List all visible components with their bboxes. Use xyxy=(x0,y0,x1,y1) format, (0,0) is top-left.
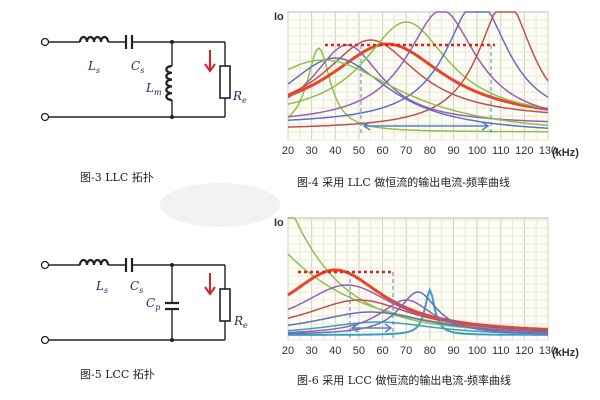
curve xyxy=(287,42,549,111)
curve xyxy=(287,44,549,123)
curve xyxy=(287,11,549,118)
x-tick-label: 30 xyxy=(306,145,318,157)
component-label: Lm xyxy=(145,81,162,97)
x-tick-label: 120 xyxy=(515,145,533,157)
x-tick-label: 110 xyxy=(492,145,510,157)
component-label: Cs xyxy=(130,279,143,295)
x-tick-label: 130 xyxy=(539,345,557,357)
label-sub: s xyxy=(104,286,108,295)
inductor xyxy=(165,64,173,102)
curve xyxy=(287,21,549,110)
chart: 20 30 40 50 60 70 80 90 100 110 120 130(kHz) Io 图-4 采… xyxy=(274,11,579,189)
x-tick-label: 70 xyxy=(400,145,412,157)
curve xyxy=(287,299,549,334)
label-sub: m xyxy=(154,88,162,97)
inductor xyxy=(78,258,110,266)
x-tick-label: 90 xyxy=(447,145,459,157)
label-sub: e xyxy=(242,96,247,105)
resistor xyxy=(219,65,231,99)
x-tick-label: 20 xyxy=(282,345,294,357)
terminal xyxy=(40,260,50,270)
x-tick-label: 50 xyxy=(353,345,365,357)
label-sub: e xyxy=(243,321,248,330)
x-tick-label: 60 xyxy=(376,145,388,157)
caption: 图-6 采用 LCC 做恒流的输出电流-频率曲线 xyxy=(297,373,511,387)
label-main: C xyxy=(146,296,155,310)
dashed-line xyxy=(349,272,394,338)
label-sub: s xyxy=(140,66,144,75)
x-tick-label: 60 xyxy=(376,345,388,357)
component-label: Ls xyxy=(87,59,100,75)
range-arrow xyxy=(350,323,393,333)
junction xyxy=(170,263,174,267)
component-label: Re xyxy=(233,314,248,330)
x-tick-label: 130 xyxy=(539,145,557,157)
x-tick-label: 20 xyxy=(282,145,294,157)
chart: 20 30 40 50 60 70 80 90 100 110 120 130(kHz) Io 图-6 采… xyxy=(274,217,579,387)
curve xyxy=(287,57,549,129)
x-tick-label: 30 xyxy=(306,345,318,357)
wire xyxy=(49,41,225,118)
caption: 图-5 LCC 拓扑 xyxy=(80,367,155,381)
curve xyxy=(287,59,549,127)
label-main: C xyxy=(131,59,140,73)
junction xyxy=(170,338,174,342)
label-main: L xyxy=(145,81,154,95)
capacitor xyxy=(124,35,134,49)
junction xyxy=(170,40,174,44)
component-label: Cs xyxy=(131,59,144,75)
curve xyxy=(287,11,549,121)
curve xyxy=(287,311,548,333)
y-axis-label: Io xyxy=(274,217,284,229)
resistor xyxy=(219,288,231,322)
caption: 图-3 LLC 拓扑 xyxy=(80,170,154,184)
capacitor xyxy=(165,301,179,311)
label-main: R xyxy=(232,89,242,103)
label-sub: s xyxy=(96,66,100,75)
component-label: Re xyxy=(232,89,247,105)
x-tick-label: 80 xyxy=(424,345,436,357)
component-label: Ls xyxy=(95,279,108,295)
label-main: L xyxy=(95,279,104,293)
wire xyxy=(49,264,225,341)
x-tick-label: 100 xyxy=(468,145,486,157)
label-sub: p xyxy=(155,303,160,312)
x-unit: (kHz) xyxy=(552,147,579,159)
terminal xyxy=(40,37,50,47)
label-sub: s xyxy=(139,286,143,295)
label-main: C xyxy=(130,279,139,293)
x-tick-label: 70 xyxy=(400,345,412,357)
curve xyxy=(287,11,549,128)
junction xyxy=(170,115,174,119)
label-main: R xyxy=(233,314,243,328)
capacitor xyxy=(124,258,134,272)
caption: 图-4 采用 LLC 做恒流的输出电流-频率曲线 xyxy=(297,175,510,189)
x-tick-label: 110 xyxy=(492,345,510,357)
curve xyxy=(287,268,549,331)
dashed-line xyxy=(360,45,492,136)
label-main: L xyxy=(87,59,96,73)
x-tick-label: 40 xyxy=(329,145,341,157)
x-tick-label: 120 xyxy=(515,345,533,357)
x-tick-label: 40 xyxy=(329,345,341,357)
current-arrow xyxy=(204,50,216,73)
terminal xyxy=(40,335,50,345)
x-tick-label: 80 xyxy=(424,145,436,157)
current-arrow xyxy=(204,273,216,296)
x-tick-label: 50 xyxy=(353,145,365,157)
x-unit: (kHz) xyxy=(552,347,579,359)
curve xyxy=(287,299,549,332)
curve xyxy=(287,39,549,114)
component-label: Cp xyxy=(146,296,160,312)
x-tick-label: 90 xyxy=(447,345,459,357)
y-axis-label: Io xyxy=(274,11,284,23)
x-tick-label: 100 xyxy=(468,345,486,357)
range-arrow xyxy=(362,121,490,131)
curve xyxy=(287,46,548,133)
inductor xyxy=(78,35,110,43)
terminal xyxy=(40,112,50,122)
watermark xyxy=(160,183,280,227)
